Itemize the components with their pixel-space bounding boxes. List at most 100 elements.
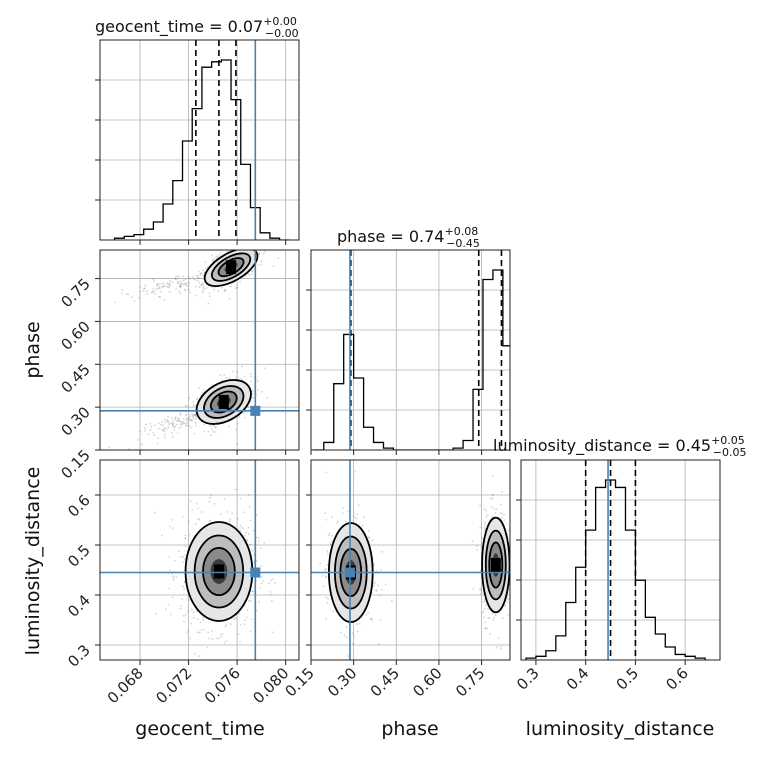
sample-point (176, 423, 179, 426)
histogram-luminosity_distance (525, 479, 706, 660)
sample-point (258, 540, 260, 543)
sample-point (274, 582, 277, 584)
sample-point (491, 497, 494, 500)
sample-point (245, 538, 248, 541)
panel-geocent_time-geocent_time (95, 39, 300, 245)
sample-point (201, 291, 204, 294)
sample-point (251, 389, 254, 392)
sample-point (243, 534, 246, 537)
sample-point (184, 404, 187, 407)
contour-line (488, 541, 504, 589)
sample-point (147, 433, 150, 435)
sample-point (502, 616, 504, 619)
sample-point (149, 429, 152, 432)
sample-point (183, 588, 185, 590)
density-peak (213, 564, 224, 579)
sample-point (245, 616, 248, 619)
sample-point (250, 401, 253, 403)
sample-point (259, 587, 261, 589)
sample-point (190, 419, 193, 422)
sample-point (195, 274, 198, 277)
sample-point (211, 427, 213, 430)
sample-point (159, 423, 162, 426)
sample-point (156, 285, 158, 287)
sample-point (324, 617, 327, 620)
density-peak (226, 260, 237, 275)
sample-point (255, 514, 258, 516)
sample-point (158, 285, 161, 288)
sample-point (204, 267, 207, 270)
sample-point (153, 292, 156, 295)
sample-point (358, 622, 361, 625)
sample-point (211, 638, 214, 641)
sample-point (182, 614, 185, 617)
sample-point (270, 579, 272, 582)
sample-point (244, 532, 247, 534)
sample-point (235, 376, 238, 379)
sample-point (179, 286, 182, 289)
sample-point (172, 425, 174, 428)
sample-point (157, 282, 160, 285)
density-peak (218, 395, 229, 409)
sample-point (198, 281, 201, 284)
sample-point (507, 598, 510, 601)
sample-point (178, 417, 180, 420)
sample-point (486, 627, 488, 630)
sample-point (211, 259, 214, 262)
contour-line (484, 529, 507, 601)
sample-point (192, 414, 194, 417)
sample-point (209, 434, 212, 436)
sample-point (192, 413, 195, 416)
sample-point (177, 275, 180, 278)
sample-point (207, 302, 210, 305)
sample-point (179, 555, 182, 558)
sample-point (196, 397, 199, 400)
sample-point (138, 297, 140, 299)
sample-point (238, 612, 241, 615)
sample-point (171, 281, 174, 284)
sample-point (249, 600, 252, 603)
sample-point (188, 417, 190, 419)
sample-point (161, 428, 163, 431)
sample-point (258, 253, 261, 255)
sample-point (185, 417, 188, 420)
sample-point (167, 282, 170, 285)
panel-frame (99, 39, 300, 241)
sample-point (152, 432, 155, 434)
sample-point (225, 377, 228, 379)
sample-point (179, 285, 182, 287)
sample-point (345, 636, 348, 639)
sample-point (226, 511, 228, 513)
sample-point (352, 634, 355, 637)
sample-point (200, 629, 203, 631)
sample-point (179, 280, 182, 283)
sample-point (197, 507, 200, 510)
sample-point (244, 619, 247, 622)
sample-point (347, 655, 350, 657)
sample-point (491, 612, 494, 615)
sample-point (485, 515, 488, 518)
sample-point (248, 600, 250, 602)
sample-point (191, 509, 194, 512)
truth-marker (344, 567, 355, 578)
sample-point (239, 640, 241, 643)
sample-point (151, 291, 153, 294)
sample-point (223, 642, 226, 645)
sample-point (260, 390, 263, 393)
sample-point (193, 432, 196, 435)
panel-content (113, 40, 290, 240)
sample-point (179, 607, 182, 610)
sample-point (209, 425, 212, 428)
sample-point (168, 291, 171, 293)
sample-point (178, 290, 181, 293)
sample-point (238, 527, 241, 529)
sample-point (246, 540, 249, 542)
sample-point (174, 425, 176, 428)
sample-point (194, 424, 197, 427)
sample-point (207, 430, 210, 433)
sample-point (238, 416, 241, 418)
sample-point (163, 299, 166, 301)
sample-point (190, 426, 193, 429)
sample-point (257, 264, 260, 267)
sample-point (163, 418, 166, 421)
